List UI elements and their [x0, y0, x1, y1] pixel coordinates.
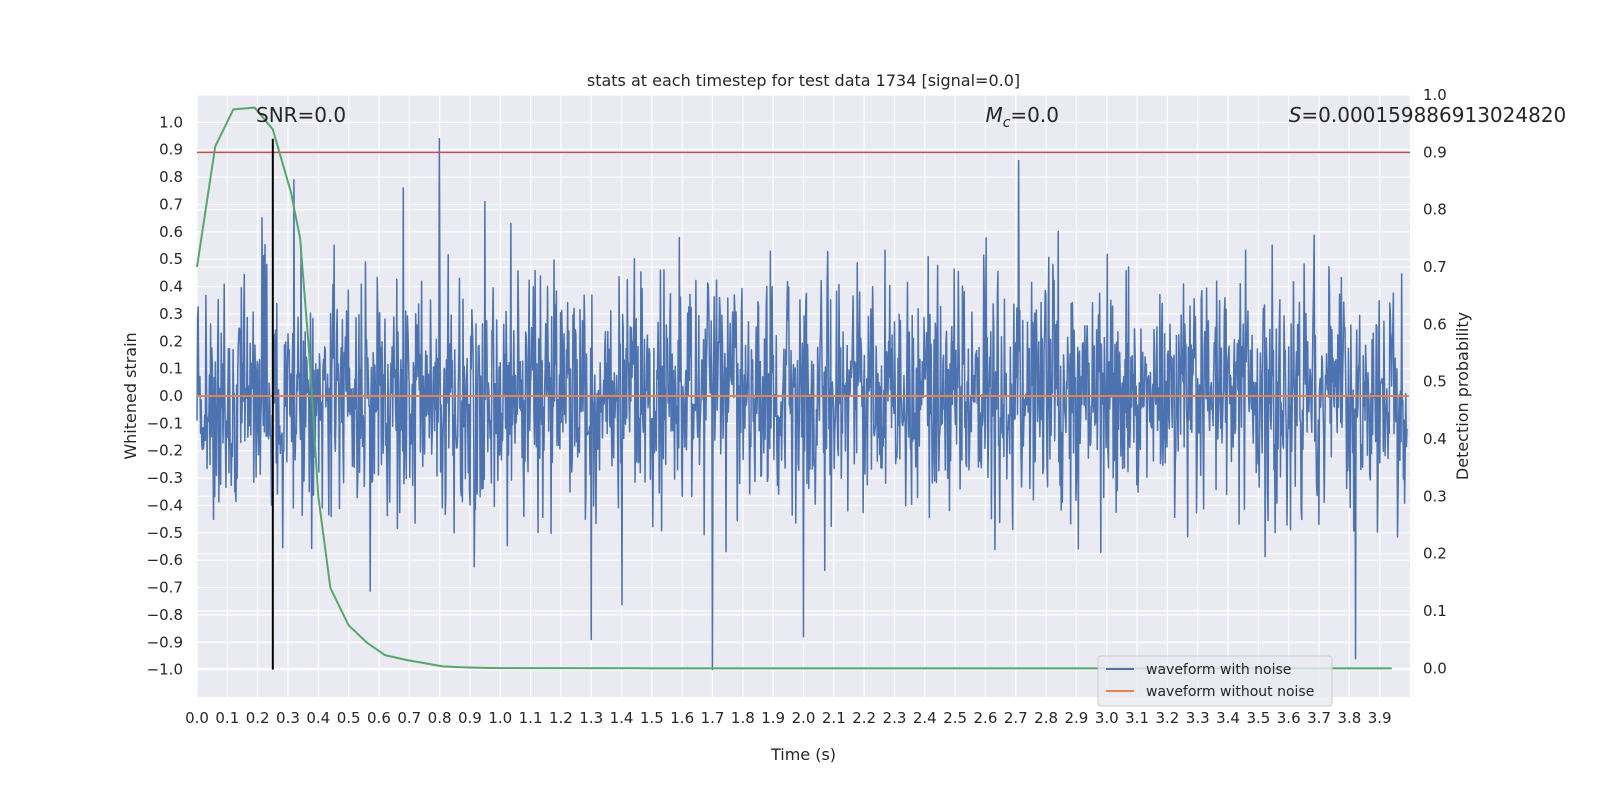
x-tick-label: 3.6: [1277, 709, 1301, 727]
x-tick-label: 0.6: [367, 709, 391, 727]
y2-tick-label: 0.9: [1423, 143, 1447, 161]
y2-tick-label: 0.8: [1423, 201, 1447, 219]
chart-title: stats at each timestep for test data 173…: [587, 71, 1020, 90]
y-axis-ticks: 1.0 0.9 0.8 0.7 0.6 0.5 0.4 0.3 0.2 0.1 0.0 −0.1 −0.…: [147, 113, 183, 678]
y2-tick-label: 0.0: [1423, 659, 1447, 677]
reference-lines: [197, 138, 1410, 670]
y2-tick-label: 0.1: [1423, 602, 1447, 620]
y-tick-label: −0.3: [147, 469, 183, 487]
x-tick-label: 2.2: [852, 709, 876, 727]
y-tick-label: 0.1: [159, 360, 183, 378]
s-annotation-text: =0.000159886913024820: [1301, 103, 1566, 127]
x-tick-label: 1.1: [519, 709, 543, 727]
waveform-with-noise-line: [196, 138, 1408, 671]
x-tick-label: 2.9: [1064, 709, 1088, 727]
x-tick-label: 2.0: [792, 709, 816, 727]
y2-tick-label: 0.6: [1423, 315, 1447, 333]
y-tick-label: −0.6: [147, 551, 183, 569]
mc-annotation: Mc=0.0: [985, 103, 1059, 131]
x-tick-label: 3.1: [1125, 709, 1149, 727]
y-tick-label: −0.8: [147, 606, 183, 624]
x-tick-label: 2.8: [1034, 709, 1058, 727]
y-tick-label: 0.8: [159, 168, 183, 186]
x-axis-label: Time (s): [770, 745, 836, 764]
legend: waveform with noise waveform without noi…: [1097, 655, 1333, 707]
y-tick-label: 1.0: [159, 113, 183, 131]
detection-probability-series: [196, 106, 1392, 670]
x-tick-label: 0.1: [215, 709, 239, 727]
legend-label-waveform-without-noise: waveform without noise: [1146, 684, 1314, 700]
s-symbol: S: [1289, 103, 1302, 127]
legend-label-waveform-with-noise: waveform with noise: [1146, 662, 1291, 678]
y-tick-label: 0.0: [159, 387, 183, 405]
x-tick-label: 2.5: [943, 709, 967, 727]
y-tick-label: 0.9: [159, 141, 183, 159]
snr-annotation-text: SNR=0.0: [256, 103, 346, 127]
x-tick-label: 3.2: [1155, 709, 1179, 727]
y-tick-label: −0.2: [147, 442, 183, 460]
x-tick-label: 0.0: [185, 709, 209, 727]
x-tick-label: 1.0: [488, 709, 512, 727]
x-tick-label: 3.8: [1337, 709, 1361, 727]
x-tick-label: 3.5: [1246, 709, 1270, 727]
y2-tick-label: 0.3: [1423, 487, 1447, 505]
y-tick-label: 0.5: [159, 250, 183, 268]
x-axis-ticks: 0.0 0.1 0.2 0.3 0.4 0.5 0.6 0.7 0.8 0.9 1.0 1.1 1.2 1…: [185, 709, 1392, 727]
x-tick-label: 3.3: [1186, 709, 1210, 727]
y2-tick-label: 0.5: [1423, 373, 1447, 391]
detection-probability-line: [196, 106, 1392, 670]
x-tick-label: 0.7: [397, 709, 421, 727]
y-tick-label: −0.5: [147, 524, 183, 542]
x-tick-label: 2.3: [883, 709, 907, 727]
x-tick-label: 1.2: [549, 709, 573, 727]
mc-symbol: M: [985, 103, 1002, 127]
x-tick-label: 2.1: [822, 709, 846, 727]
y-tick-label: −0.4: [147, 496, 183, 514]
x-tick-label: 0.9: [458, 709, 482, 727]
x-tick-label: 1.8: [731, 709, 755, 727]
x-tick-label: 0.8: [428, 709, 452, 727]
x-tick-label: 1.9: [761, 709, 785, 727]
y-axis-label: Whitened strain: [121, 332, 140, 459]
y-tick-label: −1.0: [147, 661, 183, 679]
x-tick-label: 1.6: [670, 709, 694, 727]
y-tick-label: 0.3: [159, 305, 183, 323]
x-tick-label: 3.7: [1307, 709, 1331, 727]
s-annotation: S=0.000159886913024820: [1289, 103, 1567, 127]
y2-tick-label: 1.0: [1423, 86, 1447, 104]
x-tick-label: 0.5: [337, 709, 361, 727]
y-tick-label: 0.4: [159, 278, 183, 296]
x-tick-label: 0.2: [246, 709, 270, 727]
y-tick-label: −0.7: [147, 579, 183, 597]
y2-axis-ticks: 1.0 0.9 0.8 0.7 0.6 0.5 0.4 0.3 0.2 0.1 0.0: [1423, 86, 1447, 677]
x-tick-label: 0.4: [306, 709, 330, 727]
y-tick-label: 0.7: [159, 195, 183, 213]
x-tick-label: 2.6: [974, 709, 998, 727]
x-tick-label: 1.7: [701, 709, 725, 727]
x-tick-label: 3.4: [1216, 709, 1240, 727]
y2-axis-label: Detection probability: [1453, 312, 1472, 480]
y2-tick-label: 0.2: [1423, 545, 1447, 563]
y2-tick-label: 0.4: [1423, 430, 1447, 448]
x-tick-label: 1.5: [640, 709, 664, 727]
x-tick-label: 0.3: [276, 709, 300, 727]
mc-annotation-text: =0.0: [1010, 103, 1059, 127]
x-tick-label: 2.7: [1004, 709, 1028, 727]
mc-subscript: c: [1003, 115, 1011, 131]
y-tick-label: 0.2: [159, 332, 183, 350]
y2-tick-label: 0.7: [1423, 258, 1447, 276]
waveform-with-noise-series: [196, 138, 1408, 671]
legend-box: [1097, 655, 1333, 707]
x-tick-label: 1.3: [579, 709, 603, 727]
x-tick-label: 1.4: [610, 709, 634, 727]
y-tick-label: −0.9: [147, 633, 183, 651]
x-tick-label: 3.9: [1368, 709, 1392, 727]
snr-annotation: SNR=0.0: [256, 103, 346, 127]
x-tick-label: 2.4: [913, 709, 937, 727]
y-tick-label: −0.1: [147, 414, 183, 432]
x-tick-label: 3.0: [1095, 709, 1119, 727]
y-tick-label: 0.6: [159, 223, 183, 241]
